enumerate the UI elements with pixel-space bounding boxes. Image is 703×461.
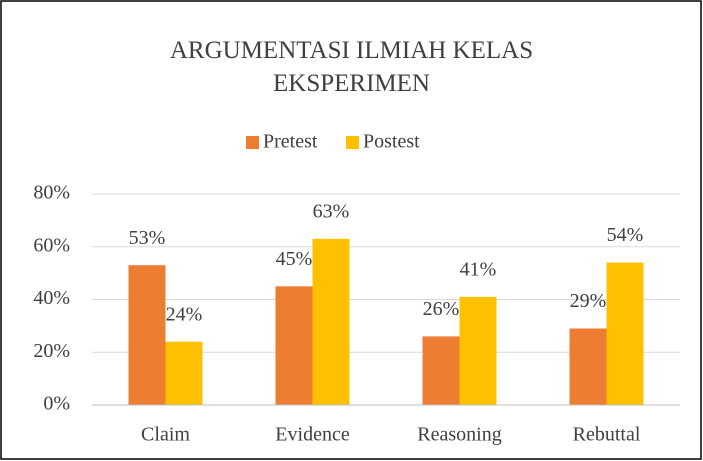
x-tick-label: Evidence: [275, 424, 350, 446]
data-label: 54%: [607, 224, 644, 246]
y-tick-label: 60%: [33, 234, 70, 256]
x-tick-label: Reasoning: [417, 424, 501, 446]
legend-swatch: [346, 136, 359, 149]
y-tick-label: 0%: [43, 393, 70, 415]
bar: [165, 341, 203, 405]
data-label: 26%: [423, 298, 460, 320]
legend-label: Postest: [363, 131, 420, 153]
chart-title: ARGUMENTASI ILMIAH KELAS EKSPERIMEN: [169, 37, 534, 97]
data-label: 24%: [166, 303, 203, 325]
bar: [422, 336, 460, 405]
data-label: 41%: [460, 258, 497, 280]
y-tick-label: 40%: [33, 287, 70, 309]
bar: [128, 265, 166, 405]
bar: [275, 286, 313, 405]
y-tick-label: 20%: [33, 340, 70, 362]
y-tick-label: 80%: [33, 182, 70, 204]
x-tick-label: Rebuttal: [573, 424, 641, 446]
legend-label: Pretest: [263, 131, 318, 153]
data-label: 45%: [276, 248, 313, 270]
data-label: 29%: [570, 290, 607, 312]
x-tick-label: Claim: [141, 424, 190, 446]
bar: [459, 296, 497, 405]
bar: [606, 262, 644, 405]
data-label: 53%: [129, 227, 166, 249]
bar: [312, 238, 350, 405]
legend-swatch: [246, 136, 259, 149]
bar: [569, 328, 607, 405]
data-label: 63%: [313, 200, 350, 222]
